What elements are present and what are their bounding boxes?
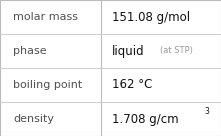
Text: 151.08 g/mol: 151.08 g/mol bbox=[112, 10, 190, 24]
Text: phase: phase bbox=[13, 46, 47, 56]
Text: density: density bbox=[13, 114, 54, 124]
Text: boiling point: boiling point bbox=[13, 80, 82, 90]
Text: liquid: liquid bbox=[112, 44, 144, 58]
Text: 3: 3 bbox=[204, 107, 209, 116]
Text: 1.708 g/cm: 1.708 g/cm bbox=[112, 112, 178, 126]
Text: (at STP): (at STP) bbox=[160, 47, 193, 55]
Text: molar mass: molar mass bbox=[13, 12, 78, 22]
Text: 162 °C: 162 °C bbox=[112, 78, 152, 92]
